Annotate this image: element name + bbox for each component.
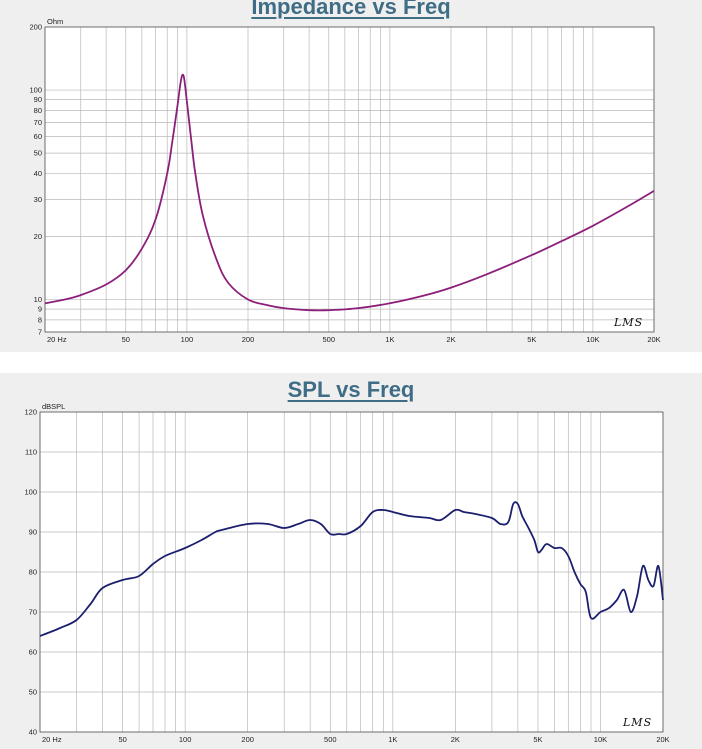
y-tick-label: 100 bbox=[24, 488, 37, 497]
x-tick-label: 100 bbox=[181, 335, 194, 344]
vertical-gridlines bbox=[44, 27, 655, 332]
y-tick-label: 9 bbox=[38, 305, 42, 314]
y-tick-label: 40 bbox=[34, 169, 42, 178]
y-tick-label: 70 bbox=[29, 608, 37, 617]
y-tick-label: 80 bbox=[34, 106, 42, 115]
y-tick-label: 100 bbox=[29, 86, 42, 95]
panel-divider bbox=[0, 352, 702, 373]
y-tick-label: 50 bbox=[29, 688, 37, 697]
y-tick-label: 80 bbox=[29, 568, 37, 577]
y-tick-label: 90 bbox=[29, 528, 37, 537]
x-tick-label: 50 bbox=[122, 335, 130, 344]
spl-chart-title: SPL vs Freq bbox=[287, 377, 415, 402]
y-tick-label: 90 bbox=[34, 95, 42, 104]
impedance-chart-title: Impedance vs Freq bbox=[251, 0, 451, 19]
plot-border bbox=[39, 411, 664, 733]
y-tick-label: 70 bbox=[34, 118, 42, 127]
y-tick-label: 60 bbox=[34, 132, 42, 141]
y-tick-label: 60 bbox=[29, 648, 37, 657]
x-tick-label: 2K bbox=[451, 735, 460, 744]
y-axis-unit-label: dBSPL bbox=[42, 402, 65, 411]
spl-curve bbox=[39, 501, 664, 637]
x-tick-label: 10K bbox=[594, 735, 607, 744]
y-tick-label: 8 bbox=[38, 315, 42, 324]
x-tick-label: 5K bbox=[533, 735, 542, 744]
y-axis-tick-labels: 40 50 60 70 80 90 100 110 120 bbox=[24, 408, 37, 737]
x-tick-label: 1K bbox=[388, 735, 397, 744]
x-axis-tick-labels: 20 Hz 50 100 200 500 1K 2K 5K 10K 20K bbox=[42, 735, 670, 744]
x-tick-label: 20K bbox=[656, 735, 669, 744]
y-tick-label: 110 bbox=[25, 448, 37, 457]
x-tick-label: 10K bbox=[586, 335, 599, 344]
x-tick-label: 200 bbox=[241, 735, 254, 744]
lms-watermark: LMS bbox=[622, 716, 652, 729]
y-tick-label: 200 bbox=[29, 23, 42, 32]
y-axis-unit-label: Ohm bbox=[47, 17, 63, 26]
x-tick-label: 500 bbox=[323, 335, 336, 344]
x-tick-label: 20 Hz bbox=[47, 335, 67, 344]
lms-watermark: LMS bbox=[613, 316, 643, 329]
y-tick-label: 30 bbox=[34, 195, 42, 204]
x-tick-label: 100 bbox=[179, 735, 192, 744]
y-tick-label: 40 bbox=[29, 728, 37, 737]
y-tick-label: 20 bbox=[34, 232, 42, 241]
x-tick-label: 50 bbox=[118, 735, 126, 744]
y-tick-label: 10 bbox=[34, 295, 42, 304]
impedance-curve bbox=[44, 73, 655, 312]
x-tick-label: 20K bbox=[647, 335, 660, 344]
x-tick-label: 5K bbox=[527, 335, 536, 344]
x-tick-label: 200 bbox=[242, 335, 255, 344]
x-tick-label: 2K bbox=[446, 335, 455, 344]
x-tick-label: 500 bbox=[324, 735, 337, 744]
plot-border bbox=[44, 26, 655, 333]
y-tick-label: 7 bbox=[38, 328, 42, 337]
plot-area bbox=[45, 27, 654, 332]
y-tick-label: 50 bbox=[34, 149, 42, 158]
x-tick-label: 1K bbox=[385, 335, 394, 344]
y-tick-label: 120 bbox=[24, 408, 37, 417]
x-axis-tick-labels: 20 Hz 50 100 200 500 1K 2K 5K 10K 20K bbox=[47, 335, 661, 344]
x-tick-label: 20 Hz bbox=[42, 735, 62, 744]
